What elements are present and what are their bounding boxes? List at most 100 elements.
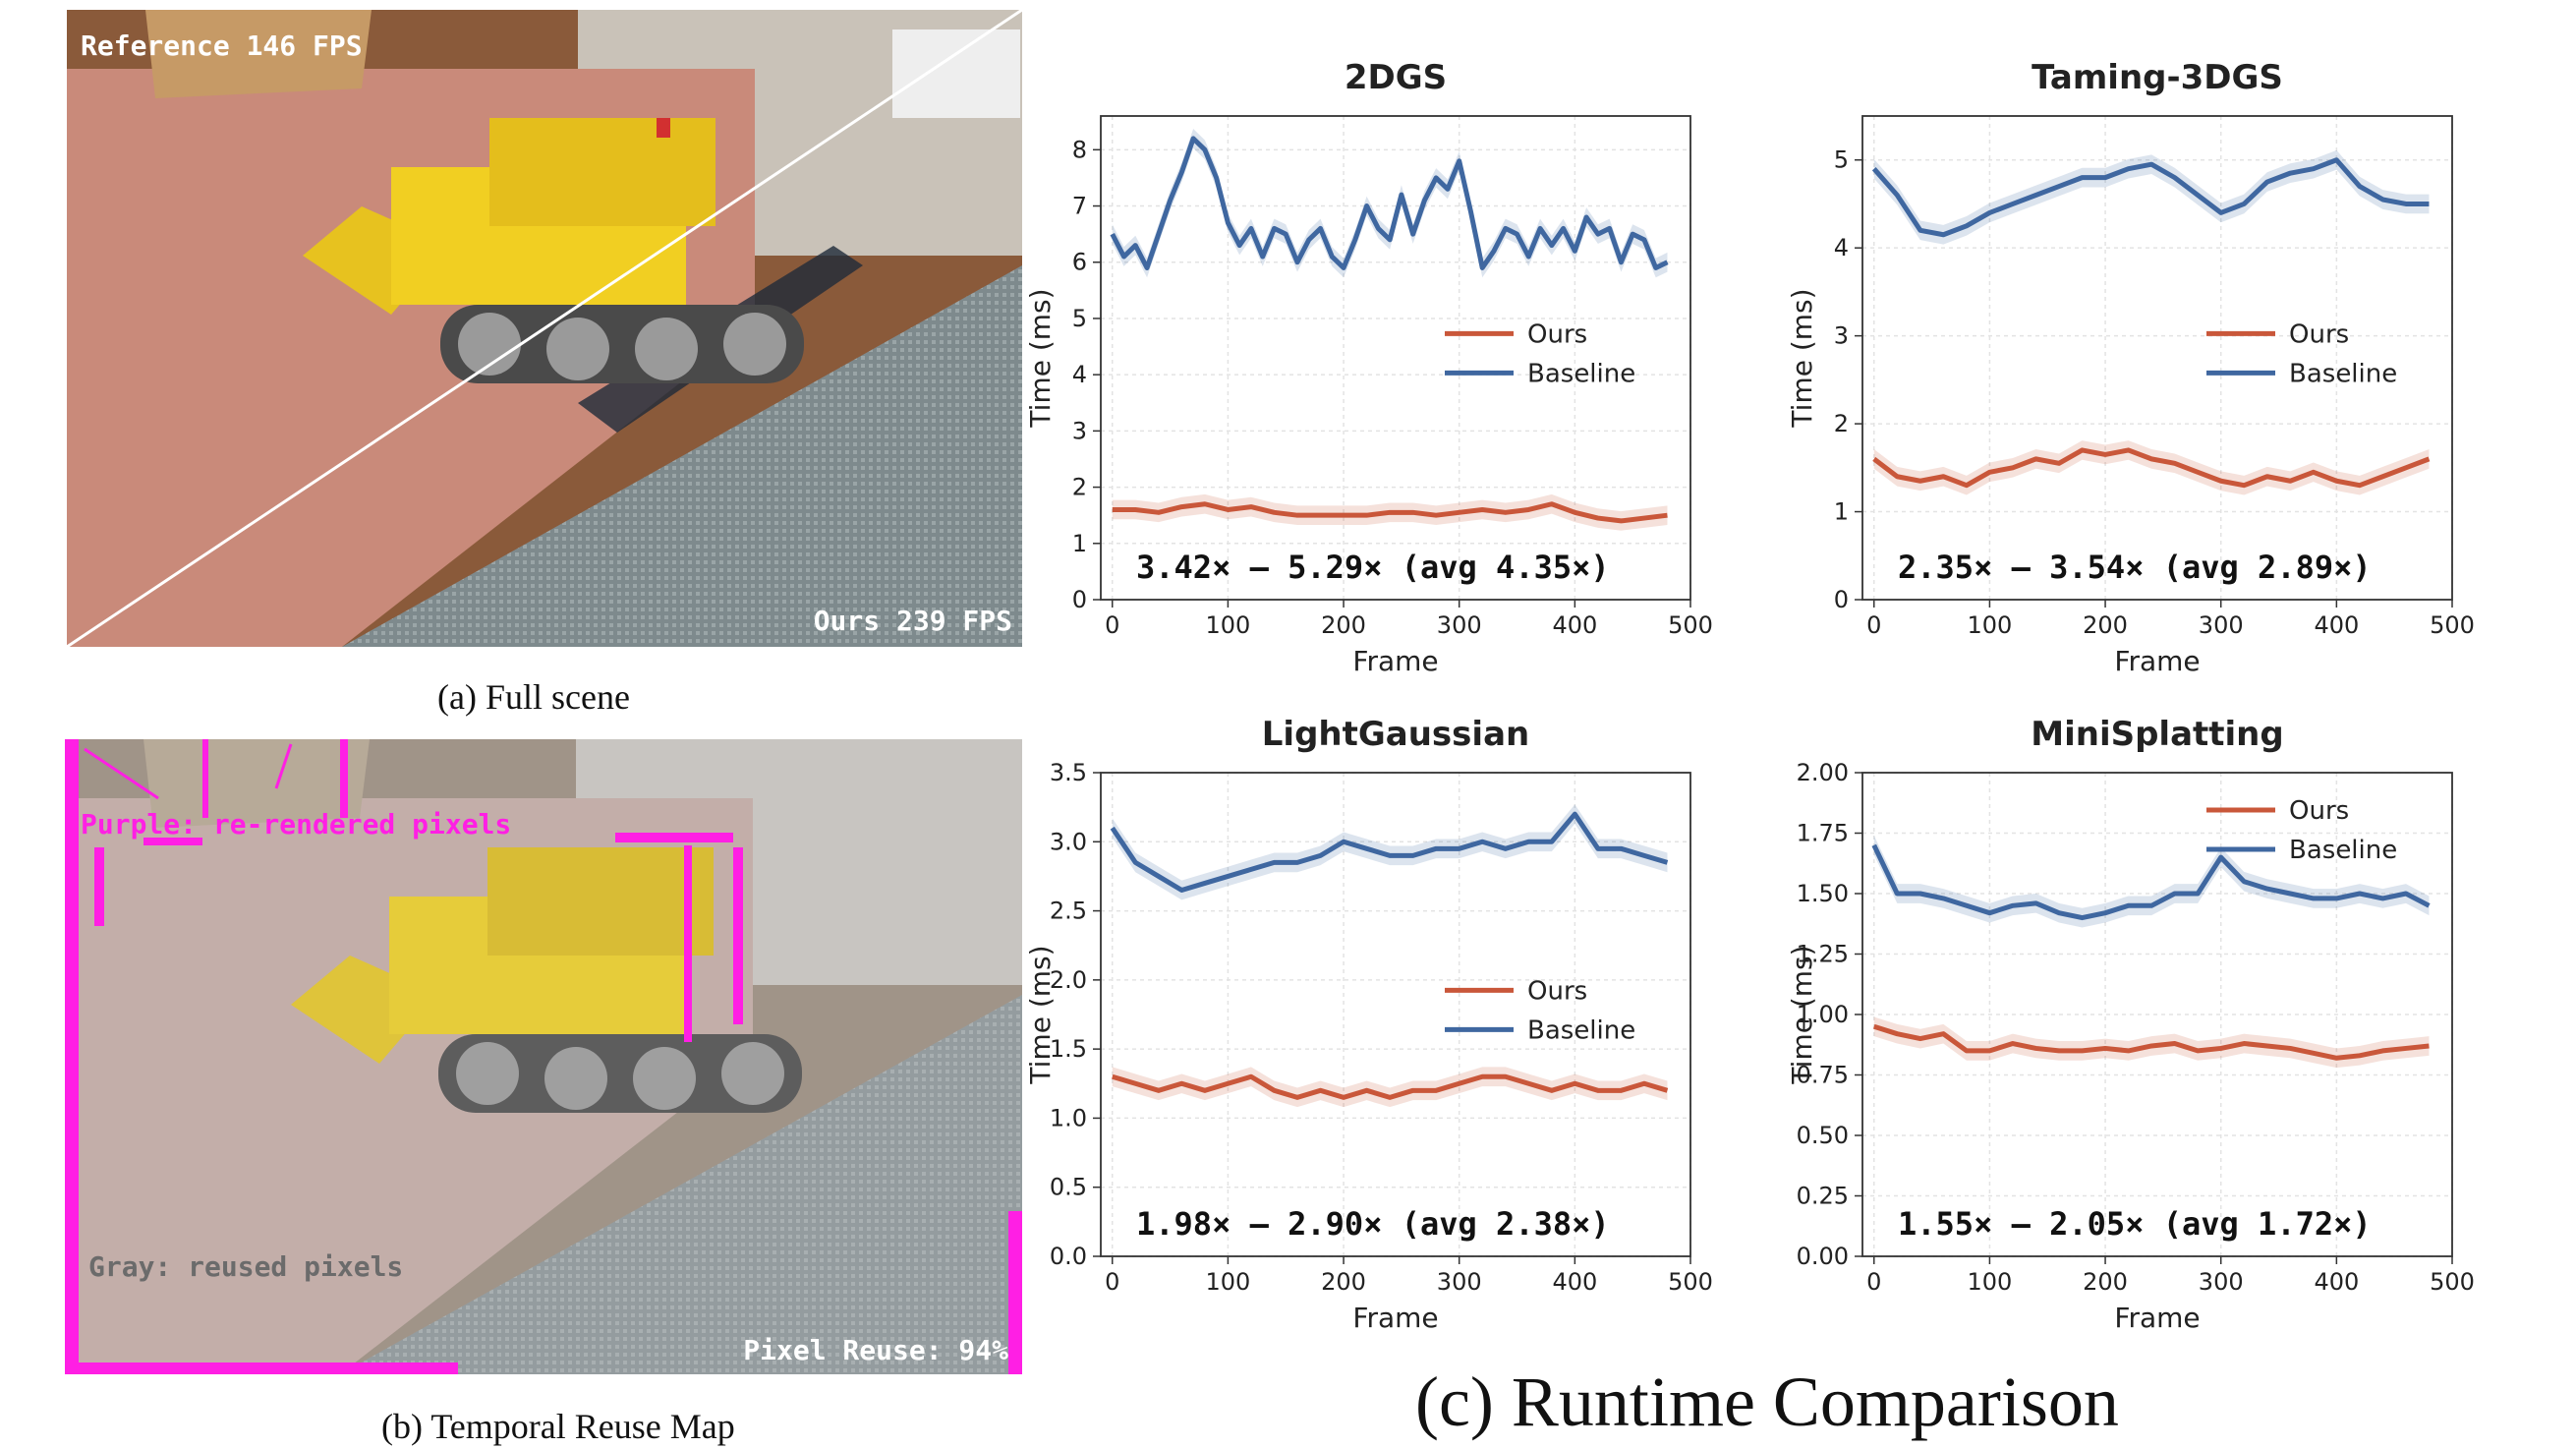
x-tick-label: 300: [2199, 611, 2244, 639]
ours-line: [1872, 447, 2431, 489]
ours-fps-label: Ours 239 FPS: [813, 605, 1012, 637]
y-tick-label: 4: [1834, 234, 1849, 261]
legend-label-baseline: Baseline: [1527, 1015, 1635, 1045]
legend-label-ours: Ours: [2289, 796, 2349, 826]
x-tick-label: 200: [2083, 1268, 2128, 1296]
y-tick-label: 6: [1072, 249, 1087, 276]
y-tick-label: 2: [1072, 474, 1087, 501]
y-tick-label: 1.25: [1797, 941, 1849, 968]
2dgs-frame: [1100, 115, 1691, 601]
x-tick-label: 500: [1668, 611, 1713, 639]
minisplatting-xlabel: Frame: [2114, 1302, 2200, 1334]
x-tick-label: 200: [1321, 611, 1366, 639]
caption-full-scene: (a) Full scene: [437, 677, 630, 717]
lightgaussian-frame: [1100, 772, 1691, 1257]
y-tick-label: 1.5: [1050, 1035, 1087, 1063]
taming-3dgs-xlabel: Frame: [2114, 645, 2200, 677]
taming-3dgs-ylabel: Time (ms): [1786, 288, 1818, 428]
y-tick-label: 3: [1834, 322, 1849, 350]
2dgs-xlabel: Frame: [1352, 645, 1438, 677]
minisplatting-speedup-annotation: 1.55× — 2.05× (avg 1.72×): [1898, 1205, 2372, 1243]
x-tick-label: 400: [1552, 1268, 1597, 1296]
legend-label-ours: Ours: [1527, 976, 1587, 1006]
y-tick-label: 0.50: [1797, 1122, 1849, 1149]
x-tick-label: 300: [1437, 1268, 1482, 1296]
minisplatting-ylabel: Time (ms): [1786, 945, 1818, 1084]
y-tick-label: 0.00: [1797, 1243, 1849, 1270]
y-tick-label: 5: [1072, 305, 1087, 332]
y-tick-label: 0.5: [1050, 1174, 1087, 1201]
legend-label-baseline: Baseline: [1527, 359, 1635, 388]
lightgaussian-speedup-annotation: 1.98× — 2.90× (avg 2.38×): [1136, 1205, 1610, 1243]
re-rendered-pixels: [65, 739, 1022, 1374]
legend-label-ours: Ours: [1527, 319, 1587, 349]
chart-minisplatting: MiniSplatting 0 100 200 300 400 500 0.00 0.25 0.5…: [1786, 715, 2475, 1334]
taming-3dgs-title: Taming-3DGS: [2032, 58, 2283, 97]
ours-band: [1873, 1016, 2430, 1069]
x-tick-label: 100: [1968, 1268, 2013, 1296]
y-tick-label: 1.75: [1797, 820, 1849, 847]
caption-runtime-comparison: (c) Runtime Comparison: [1415, 1362, 2119, 1441]
chart-taming-3dgs: Taming-3DGS 0 100 200 300 400 500 0 1 2 3 4 5 Frame Ti…: [1786, 58, 2475, 677]
y-tick-label: 1: [1072, 530, 1087, 557]
minisplatting-frame: [1861, 772, 2453, 1257]
x-tick-label: 0: [1866, 1268, 1881, 1296]
y-tick-label: 4: [1072, 361, 1087, 388]
arrow-left: [84, 747, 159, 800]
baseline-band: [1112, 804, 1668, 900]
baseline-band: [1112, 129, 1668, 278]
x-tick-label: 200: [2083, 611, 2128, 639]
legend-label-ours: Ours: [2289, 319, 2349, 349]
y-tick-label: 8: [1072, 136, 1087, 163]
2dgs-speedup-annotation: 3.42× — 5.29× (avg 4.35×): [1136, 549, 1610, 586]
caption-temporal-reuse: (b) Temporal Reuse Map: [381, 1407, 735, 1446]
y-tick-label: 1.00: [1797, 1001, 1849, 1028]
lightgaussian-ylabel: Time (ms): [1024, 945, 1057, 1084]
lightgaussian-xlabel: Frame: [1352, 1302, 1438, 1334]
x-tick-label: 500: [2430, 611, 2475, 639]
y-tick-label: 2.0: [1050, 966, 1087, 994]
taming-3dgs-speedup-annotation: 2.35× — 3.54× (avg 2.89×): [1898, 549, 2372, 586]
y-tick-label: 0.0: [1050, 1243, 1087, 1270]
x-tick-label: 100: [1206, 1268, 1251, 1296]
arrow-right: [274, 743, 293, 789]
ours-line: [1112, 501, 1668, 524]
y-tick-label: 3.5: [1050, 759, 1087, 786]
purple-legend-label: Purple: re-rendered pixels: [81, 808, 512, 840]
y-tick-label: 3.0: [1050, 828, 1087, 855]
gray-legend-label: Gray: reused pixels: [88, 1250, 404, 1283]
y-tick-label: 3: [1072, 417, 1087, 444]
x-tick-label: 500: [2430, 1268, 2475, 1296]
ours-band: [1873, 440, 2430, 495]
minisplatting-title: MiniSplatting: [2031, 715, 2283, 754]
x-tick-label: 400: [2314, 1268, 2359, 1296]
chart-lightgaussian: LightGaussian 0 100 200 300 400 500 0.0 0.5 1.0 1.…: [1024, 715, 1713, 1334]
y-tick-label: 0.75: [1797, 1062, 1849, 1089]
bulldozer-toy-reuse: [291, 847, 802, 1113]
ours-line: [1112, 1073, 1669, 1100]
x-tick-label: 400: [1552, 611, 1597, 639]
full-scene-illustration: [67, 10, 1022, 647]
baseline-line: [1110, 811, 1669, 893]
y-tick-label: 7: [1072, 193, 1087, 220]
reuse-map-illustration: [65, 739, 1022, 1374]
x-tick-label: 100: [1206, 611, 1251, 639]
x-tick-label: 0: [1105, 1268, 1119, 1296]
x-tick-label: 400: [2314, 611, 2359, 639]
temporal-reuse-map-image: Purple: re-rendered pixels Gray: reused …: [65, 739, 1022, 1374]
x-tick-label: 0: [1866, 611, 1881, 639]
pixel-reuse-label: Pixel Reuse: 94%: [743, 1334, 1008, 1366]
legend-label-baseline: Baseline: [2289, 836, 2397, 865]
x-tick-label: 300: [1437, 611, 1482, 639]
y-tick-label: 2.5: [1050, 898, 1087, 925]
y-tick-label: 1.50: [1797, 880, 1849, 907]
legend-label-baseline: Baseline: [2289, 359, 2397, 388]
chart-2dgs: 2DGS 0 100 200 300 400 500 0 1 2 3 4 5 6 7 8 Frame Time (…: [1024, 58, 1713, 677]
x-tick-label: 200: [1321, 1268, 1366, 1296]
2dgs-title: 2DGS: [1345, 58, 1447, 97]
baseline-line: [1871, 157, 2430, 238]
y-tick-label: 0.25: [1797, 1183, 1849, 1210]
y-tick-label: 5: [1834, 146, 1849, 174]
taming-3dgs-frame: [1861, 115, 2453, 601]
y-tick-label: 1.0: [1050, 1104, 1087, 1131]
